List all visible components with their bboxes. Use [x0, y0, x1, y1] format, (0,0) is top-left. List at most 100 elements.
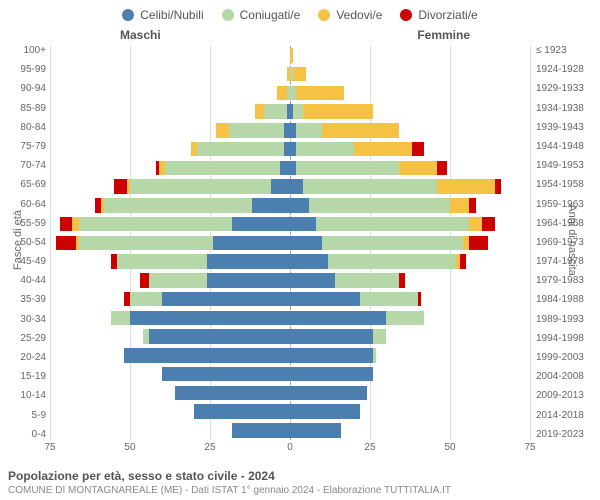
bar-row: [290, 46, 530, 65]
bar-row: [290, 177, 530, 196]
bar-segment: [252, 198, 290, 213]
birth-tick: 1999-2003: [536, 353, 600, 363]
bar-row: [50, 121, 290, 140]
bar-segment: [194, 404, 290, 419]
age-tick: 80-84: [0, 123, 46, 133]
bar-segment: [437, 161, 447, 176]
legend-item: Vedovi/e: [318, 8, 382, 22]
birth-tick: 1934-1938: [536, 104, 600, 114]
legend-item: Coniugati/e: [222, 8, 301, 22]
population-pyramid-chart: Celibi/Nubili Coniugati/e Vedovi/e Divorzia…: [0, 0, 600, 500]
bar-segment: [290, 273, 335, 288]
legend-label: Celibi/Nubili: [140, 8, 203, 22]
grid-line: [530, 46, 531, 440]
bar-row: [50, 46, 290, 65]
bar-row: [290, 102, 530, 121]
bar-segment: [104, 198, 251, 213]
age-tick: 85-89: [0, 104, 46, 114]
age-labels: 100+95-9990-9485-8980-8475-7970-7465-696…: [0, 46, 46, 440]
bar-segment: [197, 142, 283, 157]
legend-label: Coniugati/e: [240, 8, 301, 22]
bar-row: [290, 252, 530, 271]
age-tick: 30-34: [0, 315, 46, 325]
bar-segment: [56, 236, 75, 251]
bar-row: [290, 309, 530, 328]
birth-tick: 1949-1953: [536, 161, 600, 171]
birth-tick: 1964-1968: [536, 219, 600, 229]
bar-row: [290, 327, 530, 346]
bar-row: [50, 402, 290, 421]
bar-row: [290, 384, 530, 403]
bar-segment: [373, 329, 386, 344]
bar-segment: [264, 104, 286, 119]
bar-row: [50, 65, 290, 84]
bar-segment: [328, 254, 456, 269]
x-tick: 75: [44, 442, 55, 453]
birth-tick: 1929-1933: [536, 84, 600, 94]
bar-segment: [149, 329, 290, 344]
bar-segment: [124, 348, 290, 363]
bar-segment: [117, 254, 207, 269]
male-label: Maschi: [120, 28, 161, 42]
bar-segment: [293, 104, 303, 119]
bar-segment: [335, 273, 399, 288]
age-tick: 15-19: [0, 372, 46, 382]
bar-segment: [309, 198, 450, 213]
bar-segment: [495, 179, 501, 194]
bar-segment: [460, 254, 466, 269]
legend-label: Divorziati/e: [418, 8, 477, 22]
bar-segment: [140, 273, 150, 288]
bar-segment: [360, 292, 418, 307]
bar-segment: [165, 161, 280, 176]
x-tick: 25: [204, 442, 215, 453]
plot-area: [50, 46, 530, 440]
age-tick: 0-4: [0, 430, 46, 440]
birth-tick: ≤ 1923: [536, 46, 600, 56]
bar-row: [50, 159, 290, 178]
bar-segment: [469, 236, 488, 251]
bar-segment: [280, 161, 290, 176]
x-tick: 25: [364, 442, 375, 453]
bar-row: [290, 121, 530, 140]
chart-title: Popolazione per età, sesso e stato civil…: [8, 469, 592, 483]
bar-segment: [60, 217, 73, 232]
age-tick: 100+: [0, 46, 46, 56]
legend-label: Vedovi/e: [336, 8, 382, 22]
birth-tick: 1994-1998: [536, 334, 600, 344]
birth-tick: 2014-2018: [536, 411, 600, 421]
birth-tick: 1924-1928: [536, 65, 600, 75]
bar-segment: [130, 292, 162, 307]
bar-segment: [450, 198, 469, 213]
bar-row: [50, 102, 290, 121]
legend-swatch: [122, 9, 134, 21]
bar-segment: [207, 273, 290, 288]
bar-segment: [79, 217, 233, 232]
age-tick: 50-54: [0, 238, 46, 248]
bar-row: [290, 140, 530, 159]
bar-row: [50, 421, 290, 440]
bar-segment: [293, 67, 306, 82]
bar-segment: [399, 273, 405, 288]
bar-row: [290, 234, 530, 253]
bar-segment: [290, 348, 373, 363]
bar-segment: [149, 273, 207, 288]
bar-segment: [316, 217, 470, 232]
bar-row: [50, 384, 290, 403]
age-tick: 55-59: [0, 219, 46, 229]
bar-segment: [296, 161, 398, 176]
bar-segment: [437, 179, 495, 194]
age-tick: 5-9: [0, 411, 46, 421]
birth-tick: 1974-1978: [536, 257, 600, 267]
x-axis: 7550250255075: [50, 442, 530, 456]
birth-tick: 1979-1983: [536, 276, 600, 286]
bar-row: [50, 84, 290, 103]
bar-segment: [79, 236, 213, 251]
bar-segment: [175, 386, 290, 401]
bar-segment: [303, 104, 373, 119]
age-tick: 60-64: [0, 200, 46, 210]
bar-row: [290, 159, 530, 178]
bar-segment: [111, 311, 130, 326]
bar-row: [50, 215, 290, 234]
age-tick: 40-44: [0, 276, 46, 286]
bar-segment: [354, 142, 412, 157]
